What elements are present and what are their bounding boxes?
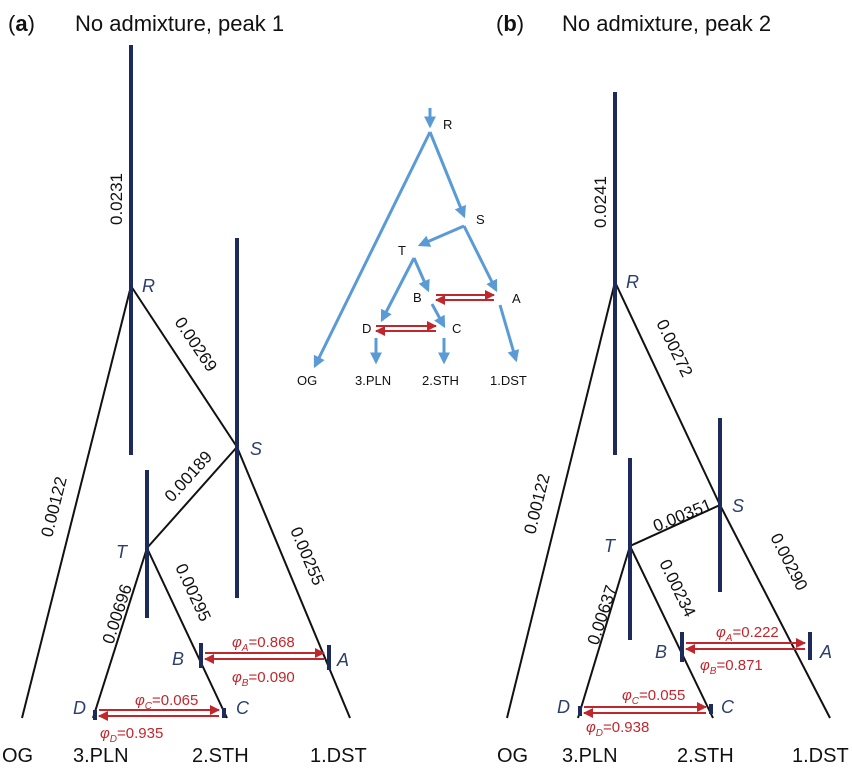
node-label-s-b: S	[732, 496, 744, 516]
blen-root: 0.0231	[107, 173, 126, 225]
inset-node-b: B	[413, 290, 422, 305]
node-label-s: S	[250, 439, 262, 459]
phi-b-label: φB=0.090	[232, 669, 295, 689]
branch-r-og	[21, 285, 132, 719]
panel-b-tag: (b)	[496, 11, 524, 36]
panel-a-title: No admixture, peak 1	[75, 11, 284, 36]
phi-b-label-b: φB=0.871	[700, 657, 763, 677]
blen-r-s: 0.00269	[171, 314, 221, 376]
phi-c-label: φC=0.065	[135, 692, 198, 712]
node-label-t: T	[116, 542, 129, 562]
node-label-d-b: D	[557, 697, 570, 717]
leaf-label-og-b: OG	[497, 745, 528, 767]
phi-d-label-b: φD=0.938	[586, 719, 649, 739]
blen-root-b: 0.0241	[591, 176, 610, 228]
inset-leaf-og: OG	[297, 373, 317, 388]
panel-a-tag-letter: a	[15, 11, 28, 36]
inset-node-t: T	[398, 243, 406, 258]
node-label-b-b: B	[655, 642, 667, 662]
inset-edge-t-d	[380, 257, 416, 323]
panel-b-title: No admixture, peak 2	[562, 11, 771, 36]
branch-r-og-b	[506, 281, 616, 719]
inset-leaf-pln: 3.PLN	[355, 373, 391, 388]
leaf-label-sth-b: 2.STH	[677, 745, 734, 767]
node-label-a: A	[336, 650, 349, 670]
branch-r-s	[130, 285, 238, 448]
inset-node-s: S	[476, 212, 485, 227]
phi-a-label: φA=0.868	[232, 634, 295, 654]
blen-r-og-b: 0.00122	[520, 472, 553, 536]
leaf-label-dst: 1.DST	[310, 745, 367, 767]
inset-edge-r-s	[428, 131, 466, 219]
branch-s-dst	[236, 446, 351, 719]
inset-edge-t-b	[412, 257, 430, 293]
branch-t-pln	[92, 547, 148, 719]
node-label-d: D	[73, 698, 86, 718]
branch-t-sth	[146, 547, 228, 719]
phi-a-label-b: φA=0.222	[716, 624, 779, 644]
node-label-c: C	[236, 698, 250, 718]
node-label-r-b: R	[626, 272, 639, 292]
inset-node-d: D	[362, 321, 371, 336]
blen-r-og: 0.00122	[37, 475, 70, 539]
panel-a: (a) No admixture, peak 1 R S T B A D C 0…	[2, 11, 367, 767]
inset-node-c: C	[452, 321, 461, 336]
inset-edge-b-c	[430, 303, 446, 329]
panel-b-tag-letter: b	[503, 11, 516, 36]
blen-t-d-b: 0.00637	[584, 583, 621, 647]
node-label-t-b: T	[604, 536, 617, 556]
inset-node-a: A	[512, 291, 521, 306]
branch-s-t-b	[629, 504, 721, 547]
leaf-label-pln: 3.PLN	[73, 745, 129, 767]
inset-edge-s-t	[417, 224, 465, 247]
branch-s-t	[146, 446, 238, 549]
blen-t-d: 0.00696	[99, 582, 136, 646]
node-label-c-b: C	[721, 697, 735, 717]
leaf-label-pln-b: 3.PLN	[562, 745, 618, 767]
branch-t-sth-b	[629, 545, 714, 719]
node-label-a-b: A	[819, 642, 832, 662]
panel-b: (b) No admixture, peak 2 R S T B A D C 0…	[496, 11, 849, 767]
blen-s-t: 0.00189	[161, 447, 216, 505]
inset-diagram: R S T B A D C OG 3.PLN 2.STH 1.DST	[297, 108, 527, 388]
inset-edge-r-og	[313, 131, 432, 369]
blen-r-s-b: 0.00272	[652, 316, 696, 380]
branch-t-pln-b	[577, 545, 631, 719]
inset-edge-a-dst	[498, 304, 520, 363]
leaf-label-sth: 2.STH	[192, 745, 249, 767]
phi-c-label-b: φC=0.055	[622, 687, 685, 707]
leaf-label-dst-b: 1.DST	[792, 745, 849, 767]
inset-leaf-sth: 2.STH	[422, 373, 459, 388]
node-label-r: R	[142, 276, 155, 296]
inset-node-r: R	[443, 117, 452, 132]
phi-d-label: φD=0.935	[100, 725, 163, 745]
blen-t-s-b: 0.00351	[650, 495, 714, 536]
branch-s-dst-b	[719, 504, 831, 719]
inset-edge-s-a	[462, 225, 498, 293]
panel-a-tag: (a)	[8, 11, 35, 36]
leaf-label-og: OG	[2, 745, 33, 767]
inset-leaf-dst: 1.DST	[490, 373, 527, 388]
blen-s-a-b: 0.00290	[766, 530, 811, 593]
node-label-b: B	[172, 649, 184, 669]
branch-r-s-b	[614, 281, 721, 506]
